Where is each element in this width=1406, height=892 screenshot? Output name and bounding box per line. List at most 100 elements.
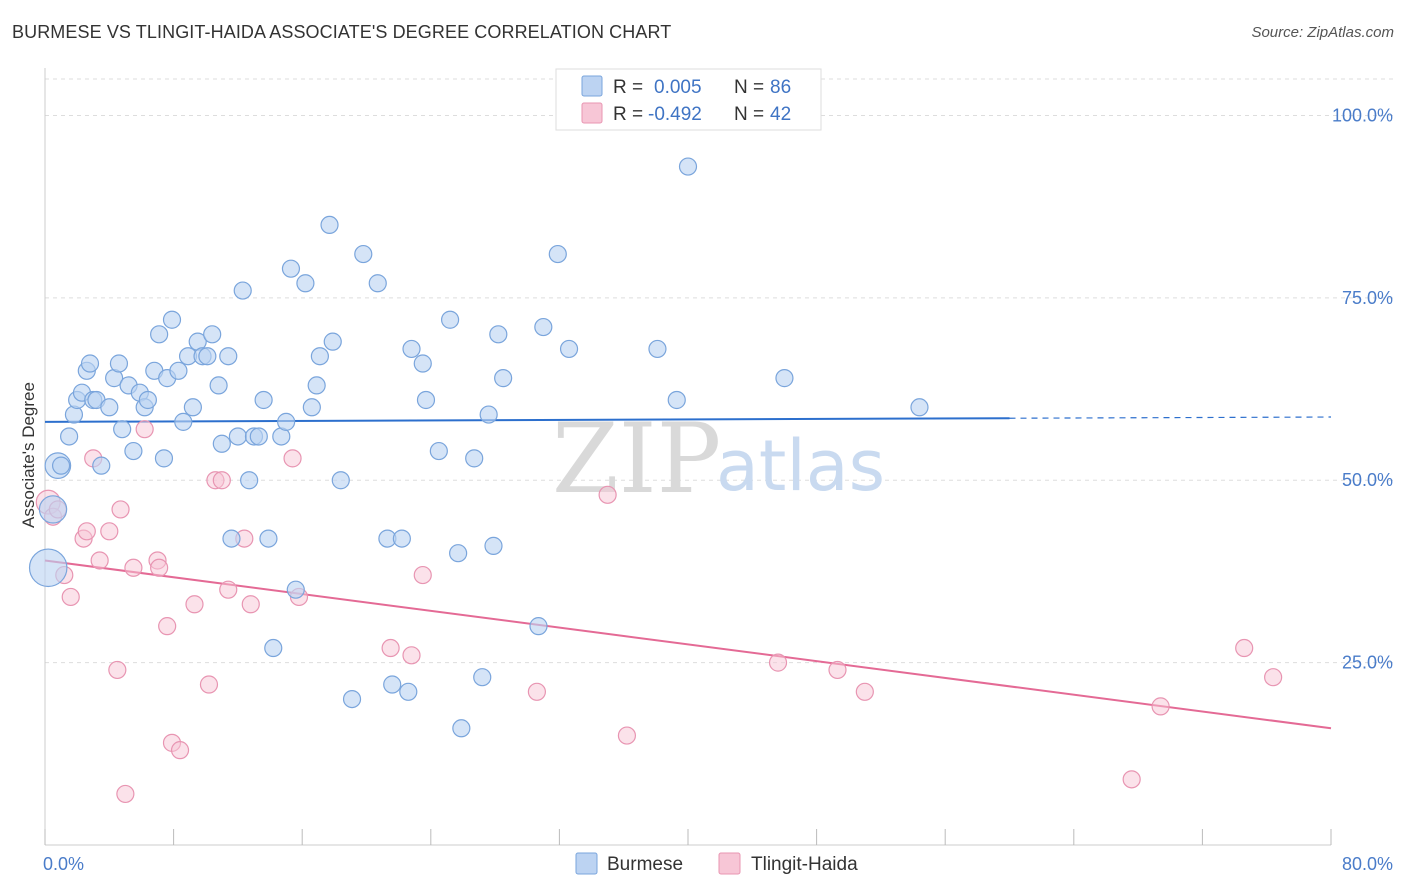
point-burmese <box>209 376 228 395</box>
point-tlingit <box>1264 668 1283 687</box>
point-burmese <box>548 244 567 264</box>
bottom-legend-label-tlingit: Tlingit-Haida <box>751 854 858 875</box>
x-tick-label: 80.0% <box>1342 854 1393 874</box>
point-burmese <box>100 398 119 417</box>
point-burmese <box>529 617 548 636</box>
point-burmese <box>440 310 460 329</box>
legend-n-label-tlingit: N = <box>734 104 764 125</box>
y-tick-label: 75.0% <box>1342 288 1393 308</box>
point-burmese <box>51 456 71 475</box>
point-burmese <box>254 390 273 410</box>
point-burmese <box>212 434 231 453</box>
point-tlingit <box>527 682 546 701</box>
x-tick-label: 0.0% <box>43 854 84 874</box>
point-burmese <box>342 689 362 709</box>
legend-n-value-burmese: 86 <box>770 77 791 98</box>
series-legend: Burmese Tlingit-Haida <box>575 852 858 875</box>
point-tlingit <box>199 675 219 694</box>
point-tlingit <box>219 580 238 599</box>
watermark-zip: ZIP <box>552 403 721 515</box>
point-burmese <box>479 405 498 424</box>
point-burmese <box>38 495 68 524</box>
bottom-legend-swatch-tlingit <box>718 852 741 875</box>
point-tlingit <box>150 558 169 577</box>
y-tick-label: 100.0% <box>1332 105 1393 125</box>
point-burmese <box>60 427 79 446</box>
watermark-atlas: atlas <box>716 425 885 507</box>
point-burmese <box>286 580 305 599</box>
point-tlingit <box>1235 638 1254 658</box>
point-burmese <box>416 390 436 410</box>
point-burmese <box>307 376 326 395</box>
point-tlingit <box>1122 770 1141 789</box>
point-burmese <box>222 529 241 548</box>
legend-swatch-burmese <box>581 75 603 97</box>
point-tlingit <box>77 522 96 541</box>
point-burmese <box>109 354 129 373</box>
point-tlingit <box>828 660 847 680</box>
point-tlingit <box>855 682 874 701</box>
point-burmese <box>449 544 468 563</box>
chart-title: BURMESE VS TLINGIT-HAIDA ASSOCIATE'S DEG… <box>12 22 672 42</box>
y-axis-label: Associate's Degree <box>19 382 38 528</box>
grid-layer <box>45 78 1393 664</box>
legend-n-label-burmese: N = <box>734 77 764 98</box>
point-burmese <box>80 354 100 373</box>
point-burmese <box>452 719 471 738</box>
legend-r-value-burmese: 0.005 <box>654 77 702 98</box>
point-burmese <box>277 412 296 431</box>
legend-r-label-tlingit: R = <box>613 104 643 125</box>
point-burmese <box>559 339 579 359</box>
point-burmese <box>228 427 247 446</box>
point-burmese <box>154 449 174 468</box>
point-burmese <box>320 215 339 235</box>
point-burmese <box>150 325 169 344</box>
point-tlingit <box>116 784 135 804</box>
point-burmese <box>124 441 143 461</box>
point-burmese <box>354 244 373 264</box>
point-burmese <box>473 668 492 687</box>
point-burmese <box>399 682 418 701</box>
legend-swatch-tlingit <box>581 102 603 124</box>
point-tlingit <box>381 638 400 658</box>
point-burmese <box>465 449 484 468</box>
point-burmese <box>402 339 421 359</box>
point-burmese <box>281 259 301 278</box>
y-tick-label: 50.0% <box>1342 470 1393 490</box>
point-burmese <box>233 281 252 300</box>
point-burmese <box>174 412 193 431</box>
point-burmese <box>203 325 222 344</box>
point-burmese <box>162 310 182 329</box>
point-burmese <box>392 529 411 548</box>
point-tlingit <box>617 726 637 745</box>
point-tlingit <box>212 471 231 490</box>
point-tlingit <box>185 595 204 614</box>
point-burmese <box>302 398 321 417</box>
point-tlingit <box>90 551 109 570</box>
point-burmese <box>383 675 402 694</box>
point-tlingit <box>170 741 190 760</box>
point-burmese <box>494 369 513 388</box>
point-burmese <box>219 347 238 366</box>
point-burmese <box>534 317 553 337</box>
point-burmese <box>648 339 667 359</box>
point-burmese <box>323 332 342 351</box>
trend-layer <box>44 416 1332 730</box>
point-burmese <box>368 274 387 293</box>
point-burmese <box>240 471 259 490</box>
point-burmese <box>489 325 508 344</box>
legend-r-value-tlingit: -0.492 <box>648 104 702 125</box>
axis-layer: 25.0% 50.0% 75.0% 100.0% 0.0% 80.0% <box>43 68 1393 874</box>
point-burmese <box>264 638 283 658</box>
point-burmese <box>183 398 202 417</box>
point-tlingit <box>158 617 177 636</box>
legend-r-label-burmese: R = <box>613 77 643 98</box>
point-burmese <box>92 456 111 475</box>
point-burmese <box>198 347 217 366</box>
point-burmese <box>259 529 278 548</box>
point-burmese <box>138 390 157 410</box>
trendline-extension-burmese <box>1009 416 1332 419</box>
source-credit: Source: ZipAtlas.com <box>1251 24 1394 41</box>
point-tlingit <box>135 420 154 439</box>
